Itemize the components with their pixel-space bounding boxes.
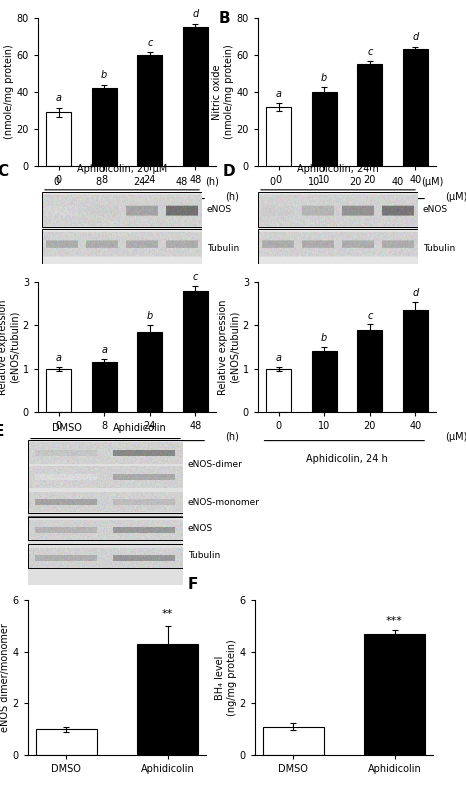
Bar: [266, 107, 291, 166]
Text: Aphidicolin, 20 μM: Aphidicolin, 20 μM: [82, 213, 172, 223]
Text: Aphidicolin, 24 h: Aphidicolin, 24 h: [297, 164, 379, 173]
Bar: [36, 729, 97, 755]
Bar: [312, 92, 337, 166]
Text: Aphidicolin, 20 μM: Aphidicolin, 20 μM: [82, 454, 172, 463]
Text: c: c: [367, 310, 372, 321]
Text: 20: 20: [350, 177, 362, 187]
Text: (μM): (μM): [445, 192, 466, 202]
Text: eNOS-dimer: eNOS-dimer: [188, 460, 242, 469]
Text: c: c: [147, 38, 152, 48]
Text: Tubulin: Tubulin: [207, 244, 239, 253]
Bar: [183, 27, 208, 166]
Text: (μM): (μM): [421, 177, 444, 187]
Bar: [42, 230, 202, 264]
Bar: [92, 362, 117, 412]
Bar: [42, 192, 202, 227]
Text: eNOS-monomer: eNOS-monomer: [188, 498, 260, 507]
Text: E: E: [0, 424, 4, 439]
Text: 40: 40: [391, 177, 404, 187]
Bar: [28, 544, 183, 568]
Text: Tubulin: Tubulin: [188, 551, 220, 561]
Text: a: a: [55, 93, 62, 103]
Bar: [263, 726, 324, 755]
Text: d: d: [412, 32, 418, 42]
Text: a: a: [55, 352, 62, 363]
Text: a: a: [275, 89, 281, 99]
Text: F: F: [187, 577, 198, 592]
Bar: [137, 332, 162, 412]
Text: eNOS: eNOS: [207, 205, 232, 215]
Y-axis label: Relative expression
(eNOS/tubulin): Relative expression (eNOS/tubulin): [0, 299, 20, 394]
Text: B: B: [219, 10, 231, 25]
Text: d: d: [412, 287, 418, 298]
Text: C: C: [0, 164, 8, 179]
Text: (μM): (μM): [445, 432, 466, 441]
Text: eNOS: eNOS: [188, 524, 213, 533]
Text: 24: 24: [133, 177, 146, 187]
Text: b: b: [147, 311, 153, 322]
Text: ***: ***: [386, 616, 403, 626]
Bar: [266, 368, 291, 412]
Text: D: D: [223, 164, 235, 179]
Text: Aphidicolin: Aphidicolin: [113, 423, 166, 433]
Text: d: d: [192, 10, 199, 19]
Bar: [28, 440, 183, 512]
Bar: [183, 291, 208, 412]
Text: 8: 8: [95, 177, 101, 187]
Bar: [364, 634, 425, 755]
Y-axis label: BH₄ level
(ng/mg protein): BH₄ level (ng/mg protein): [215, 639, 237, 716]
Text: b: b: [101, 70, 107, 80]
Text: b: b: [321, 73, 327, 83]
Bar: [137, 644, 198, 755]
Y-axis label: Nitric oxide
(nmole/mg protein): Nitric oxide (nmole/mg protein): [212, 44, 234, 139]
Y-axis label: Nitric oxide
(nmole/mg protein): Nitric oxide (nmole/mg protein): [0, 44, 14, 139]
Bar: [137, 55, 162, 166]
Text: **: **: [162, 609, 173, 619]
Text: 0: 0: [53, 177, 60, 187]
Text: a: a: [275, 352, 281, 363]
Bar: [28, 517, 183, 540]
Bar: [258, 192, 418, 227]
Text: Aphidicolin, 24 h: Aphidicolin, 24 h: [306, 454, 388, 463]
Text: DMSO: DMSO: [52, 423, 82, 433]
Bar: [46, 112, 71, 166]
Text: (h): (h): [225, 432, 239, 441]
Bar: [46, 368, 71, 412]
Text: b: b: [321, 333, 327, 343]
Text: (h): (h): [205, 177, 219, 187]
Text: Aphidicolin, 20 μM: Aphidicolin, 20 μM: [77, 164, 167, 173]
Text: Aphidicolin, 24 h: Aphidicolin, 24 h: [306, 213, 388, 223]
Bar: [403, 310, 428, 412]
Text: eNOS: eNOS: [423, 205, 448, 215]
Text: 48: 48: [175, 177, 187, 187]
Y-axis label: Relative expression
(eNOS/tubulin): Relative expression (eNOS/tubulin): [219, 299, 240, 394]
Text: c: c: [367, 47, 372, 57]
Text: Tubulin: Tubulin: [423, 244, 455, 253]
Bar: [403, 49, 428, 166]
Bar: [258, 230, 418, 264]
Text: 0: 0: [269, 177, 275, 187]
Text: a: a: [101, 345, 107, 355]
Bar: [357, 329, 382, 412]
Text: (h): (h): [225, 192, 239, 202]
Bar: [92, 88, 117, 166]
Y-axis label: eNOS dimer/monomer: eNOS dimer/monomer: [0, 623, 10, 732]
Text: c: c: [192, 272, 198, 283]
Bar: [357, 64, 382, 166]
Bar: [312, 352, 337, 412]
Text: 10: 10: [308, 177, 320, 187]
